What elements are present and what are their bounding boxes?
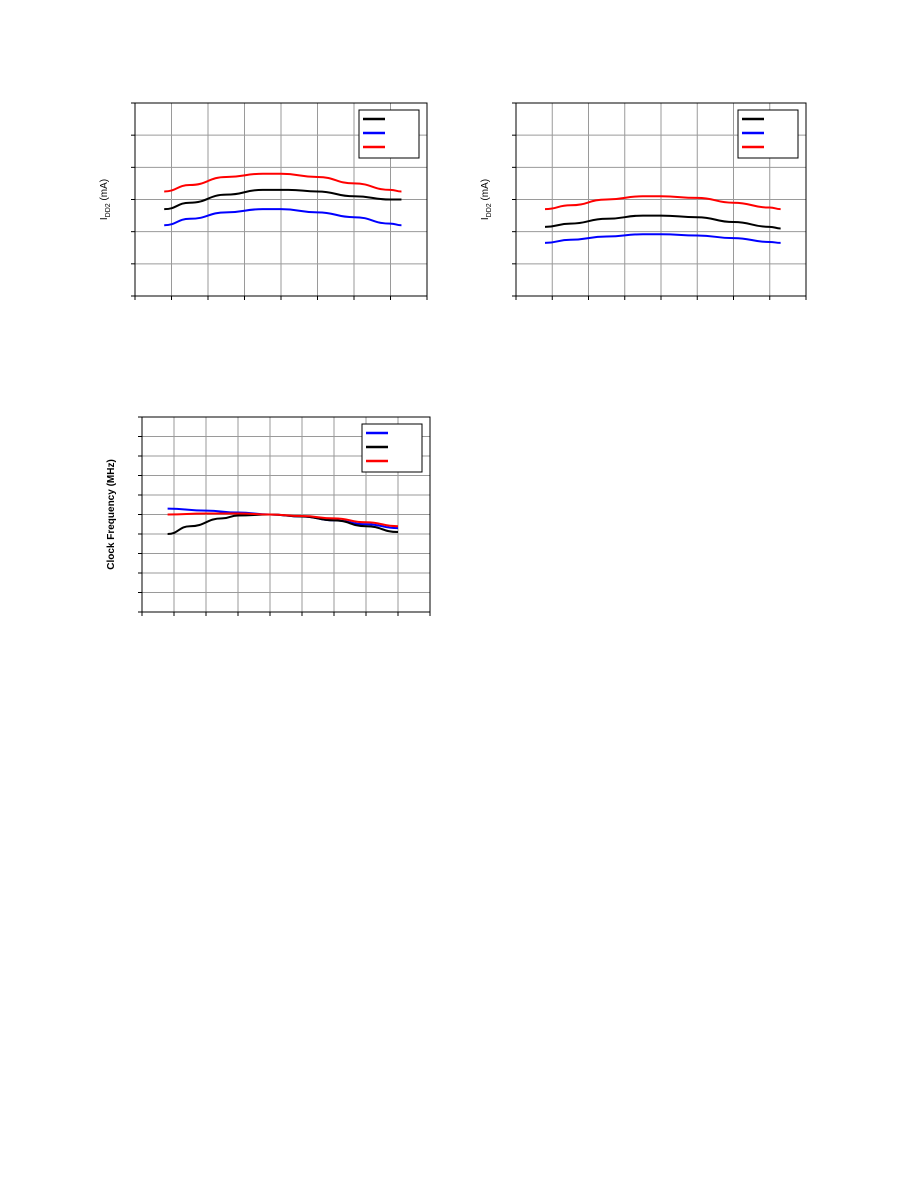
y-axis-label: IDD2 (mA) (480, 179, 493, 220)
chart-2: IDD2 (mA) (476, 102, 810, 304)
chart-1: IDD2 (mA) (95, 102, 431, 304)
legend (358, 109, 420, 159)
plot-frame (141, 416, 431, 613)
y-axis-label-main: Clock Frequency (MHz) (106, 459, 117, 570)
y-axis-label: IDD2 (mA) (99, 179, 112, 220)
plot-frame (515, 102, 807, 297)
y-axis-label-sub: DD2 (105, 203, 112, 217)
series-line-2 (544, 233, 781, 244)
chart-3: Clock Frequency (MHz) (102, 416, 434, 620)
legend (361, 423, 423, 473)
series-line-3 (164, 172, 402, 193)
series-line-3 (544, 195, 781, 211)
series-line-1 (544, 214, 781, 230)
chart-svg: IDD2 (mA) (99, 102, 428, 300)
plot-frame (134, 102, 428, 297)
series-line-2 (164, 208, 402, 227)
chart-svg: Clock Frequency (MHz) (106, 416, 431, 616)
legend (737, 109, 799, 159)
y-axis-label-unit: (mA) (99, 179, 110, 203)
y-axis-label-main: I (480, 217, 491, 220)
y-axis-label-sub: DD2 (486, 203, 493, 217)
y-axis-label-main: I (99, 217, 110, 220)
series-line-3 (167, 512, 399, 528)
y-axis-label: Clock Frequency (MHz) (106, 459, 117, 570)
series-line-1 (164, 188, 402, 211)
y-axis-label-unit: (mA) (480, 179, 491, 203)
chart-svg: IDD2 (mA) (480, 102, 807, 300)
